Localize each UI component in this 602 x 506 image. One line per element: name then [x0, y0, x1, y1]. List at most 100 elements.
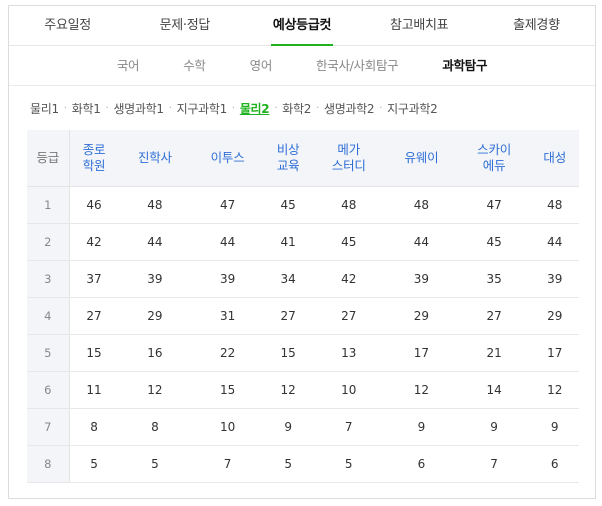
- subject-link-5[interactable]: 물리2: [239, 101, 270, 116]
- cut-score-cell: 6: [385, 445, 458, 483]
- provider-name-line: 스터디: [331, 157, 366, 173]
- provider-column-header: 비상 교육: [263, 130, 313, 187]
- grade-cell: 2: [27, 223, 70, 261]
- cut-score-cell: 16: [118, 334, 192, 372]
- cut-score-cell: 34: [263, 260, 313, 298]
- subject-separator: ·: [316, 102, 319, 114]
- cut-score-cell: 27: [457, 297, 531, 335]
- sub-tab-1[interactable]: 국어: [116, 58, 140, 73]
- provider-column-header: 대성: [530, 130, 579, 187]
- provider-name-line: 이투스: [210, 149, 245, 165]
- cut-score-cell: 11: [69, 371, 119, 409]
- cut-score-cell: 31: [191, 297, 264, 335]
- cut-score-cell: 15: [263, 334, 313, 372]
- cut-score-cell: 8: [118, 408, 192, 446]
- cut-score-cell: 39: [530, 260, 579, 298]
- cut-score-cell: 5: [118, 445, 192, 483]
- grade-cut-table: 등급 종로 학원 진학사 이투스 비상 교육 메가 스터디 유웨이 스카이 에듀 대성 1 46 48 47 4…: [27, 130, 579, 483]
- table-row: 5 15 16 22 15 13 17 21 17: [27, 334, 579, 372]
- grade-cell: 8: [27, 445, 70, 483]
- cut-score-cell: 5: [69, 445, 119, 483]
- provider-name-line: 에듀: [482, 157, 506, 173]
- cut-score-cell: 9: [530, 408, 579, 446]
- subject-link-6[interactable]: 화학2: [282, 101, 312, 116]
- cut-score-cell: 5: [263, 445, 313, 483]
- cut-score-cell: 48: [118, 186, 192, 224]
- table-body: 1 46 48 47 45 48 48 47 48 2 42 44 44 41 45 44 45 44 3 37 39 3…: [27, 186, 579, 483]
- cut-score-cell: 9: [263, 408, 313, 446]
- subject-link-2[interactable]: 화학1: [71, 101, 101, 116]
- grade-cell: 7: [27, 408, 70, 446]
- cut-score-cell: 44: [191, 223, 264, 261]
- cut-score-cell: 44: [118, 223, 192, 261]
- cut-score-cell: 10: [312, 371, 386, 409]
- cut-score-cell: 17: [530, 334, 579, 372]
- table-row: 6 11 12 15 12 10 12 14 12: [27, 371, 579, 409]
- provider-name-line: 비상: [276, 141, 300, 157]
- cut-score-cell: 48: [385, 186, 458, 224]
- cut-score-cell: 10: [191, 408, 264, 446]
- cut-score-cell: 22: [191, 334, 264, 372]
- cut-score-cell: 5: [312, 445, 386, 483]
- cut-score-cell: 39: [191, 260, 264, 298]
- sub-tab-4[interactable]: 한국사/사회탐구: [316, 58, 399, 73]
- sub-tab-5[interactable]: 과학탐구: [442, 58, 488, 73]
- main-tab-5[interactable]: 출제경향: [513, 18, 560, 33]
- cut-score-cell: 44: [385, 223, 458, 261]
- provider-name-line: 종로: [82, 141, 106, 157]
- subject-link-3[interactable]: 생명과학1: [113, 101, 164, 116]
- cut-score-cell: 39: [118, 260, 192, 298]
- grade-cell: 1: [27, 186, 70, 224]
- grade-cell: 4: [27, 297, 70, 335]
- subject-separator: ·: [63, 102, 67, 114]
- subject-separator: ·: [168, 102, 172, 114]
- cut-score-cell: 7: [457, 445, 531, 483]
- cut-score-cell: 29: [530, 297, 579, 335]
- cut-score-cell: 29: [385, 297, 458, 335]
- cut-score-cell: 12: [385, 371, 458, 409]
- cut-score-cell: 29: [118, 297, 192, 335]
- sub-tab-2[interactable]: 수학: [183, 58, 206, 73]
- cut-score-cell: 48: [530, 186, 579, 224]
- cut-score-cell: 12: [263, 371, 313, 409]
- cut-score-cell: 44: [530, 223, 579, 261]
- cut-score-cell: 21: [457, 334, 531, 372]
- provider-column-header: 메가 스터디: [312, 130, 386, 187]
- provider-name-line: 진학사: [137, 149, 172, 165]
- provider-name-line: 학원: [82, 157, 106, 173]
- sub-tab-bar: 국어 수학 영어 한국사/사회탐구 과학탐구: [9, 46, 595, 86]
- grade-column-header: 등급: [27, 130, 70, 187]
- subject-link-8[interactable]: 지구과학2: [387, 101, 438, 116]
- subject-filter-bar: 물리1 · 화학1 · 생명과학1 · 지구과학1 · 물리2 · 화학2 · 생명과학2 · 지구과학2: [30, 98, 438, 118]
- main-tab-bar: 주요일정 문제·정답 예상등급컷 참고배치표 출제경향: [9, 6, 595, 46]
- main-tab-2[interactable]: 문제·정답: [159, 18, 211, 33]
- cut-score-cell: 27: [263, 297, 313, 335]
- cut-score-cell: 15: [191, 371, 264, 409]
- main-tab-3[interactable]: 예상등급컷: [243, 6, 360, 46]
- provider-name-line: 메가: [337, 141, 361, 157]
- subject-link-1[interactable]: 물리1: [30, 101, 59, 116]
- sub-tab-3[interactable]: 영어: [249, 58, 273, 73]
- table-row: 1 46 48 47 45 48 48 47 48: [27, 186, 579, 224]
- cut-score-cell: 27: [69, 297, 119, 335]
- cut-score-cell: 39: [385, 260, 458, 298]
- cut-score-cell: 48: [312, 186, 386, 224]
- table-header-row: 등급 종로 학원 진학사 이투스 비상 교육 메가 스터디 유웨이 스카이 에듀 대성: [27, 130, 579, 187]
- provider-name-line: 스카이: [477, 141, 512, 157]
- cut-score-cell: 14: [457, 371, 531, 409]
- provider-column-header: 진학사: [118, 130, 192, 187]
- provider-name-line: 대성: [543, 149, 567, 165]
- subject-link-7[interactable]: 생명과학2: [323, 101, 375, 116]
- subject-separator: ·: [105, 102, 109, 114]
- provider-name-line: 교육: [276, 157, 300, 173]
- subject-separator: ·: [379, 102, 383, 114]
- main-tab-4[interactable]: 참고배치표: [390, 18, 449, 33]
- provider-column-header: 스카이 에듀: [457, 130, 531, 187]
- cut-score-cell: 9: [457, 408, 531, 446]
- cut-score-cell: 45: [457, 223, 531, 261]
- main-tab-1[interactable]: 주요일정: [44, 18, 91, 33]
- cut-score-cell: 37: [69, 260, 119, 298]
- cut-score-cell: 41: [263, 223, 313, 261]
- subject-link-4[interactable]: 지구과학1: [176, 101, 228, 116]
